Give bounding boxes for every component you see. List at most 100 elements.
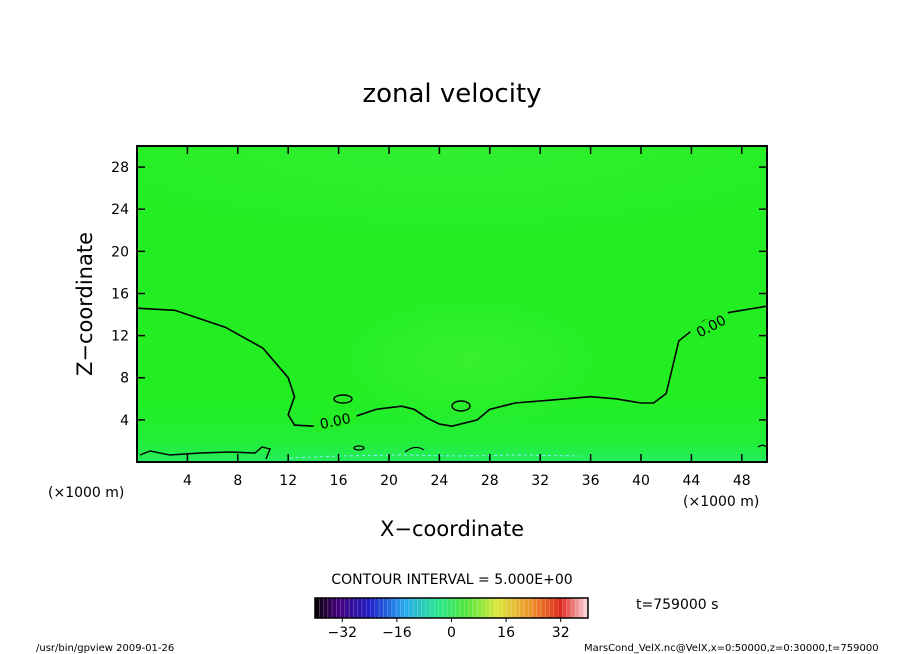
- colorbar-cell: [323, 598, 329, 618]
- colorbar-ticks: −32 −16 0 16 32: [328, 618, 570, 641]
- y-tick-label: 12: [111, 329, 129, 345]
- contour-lines: [137, 305, 767, 460]
- colorbar-cell: [502, 598, 508, 618]
- colorbar-cell: [472, 598, 478, 618]
- x-axis: 4 8 12 16 20 24 28 32 36 40 44 48: [183, 146, 751, 489]
- x-tick-label: 20: [380, 473, 398, 489]
- x-tick-label: 32: [531, 473, 549, 489]
- colorbar-cell: [524, 598, 529, 618]
- colorbar-cell: [451, 598, 457, 618]
- colorbar-cell: [332, 598, 337, 618]
- colorbar-cell: [327, 598, 333, 618]
- contour-loop: [451, 400, 471, 412]
- colorbar-cell: [396, 598, 401, 618]
- colorbar-cell: [511, 598, 517, 618]
- y-tick-label: 28: [111, 160, 129, 176]
- colorbar-cell: [438, 598, 444, 618]
- colorbar-cell: [460, 598, 465, 618]
- colorbar-tick-label: −16: [382, 625, 412, 641]
- colorbar-cell: [430, 598, 436, 618]
- colorbar-cell: [562, 598, 568, 618]
- colorbar-cell: [353, 598, 359, 618]
- colorbar-cell: [336, 598, 342, 618]
- colorbar-cell: [434, 598, 440, 618]
- x-tick-label: 40: [632, 473, 650, 489]
- colorbar-cell: [378, 598, 384, 618]
- colorbar-cell: [485, 598, 491, 618]
- contour-near-surface: [404, 446, 425, 453]
- colorbar-cell: [575, 598, 581, 618]
- colorbar-cell: [425, 598, 431, 618]
- contour-loop: [353, 445, 365, 451]
- x-axis-label: X−coordinate: [380, 517, 524, 541]
- colorbar-cell: [468, 598, 474, 618]
- colorbar-cell: [421, 598, 427, 618]
- x-tick-label: 48: [733, 473, 751, 489]
- colorbar-tick-label: 32: [552, 625, 570, 641]
- colorbar-cell: [579, 598, 585, 618]
- colorbar-cell: [532, 598, 538, 618]
- colorbar-cell: [374, 598, 380, 618]
- zero-contour-line: [137, 305, 767, 428]
- colorbar-cell: [361, 598, 367, 618]
- plot-frame: [136, 145, 768, 463]
- colorbar-cell: [558, 598, 564, 618]
- colorbar-cell: [319, 598, 325, 618]
- colorbar-cell: [570, 598, 576, 618]
- x-tick-label: 16: [330, 473, 348, 489]
- footer-right: MarsCond_VelX.nc@VelX,x=0:50000,z=0:3000…: [584, 643, 879, 654]
- colorbar-cell: [528, 598, 534, 618]
- colorbar-cell: [340, 598, 346, 618]
- contour-dashed: [289, 454, 581, 459]
- y-tick-label: 24: [111, 202, 129, 218]
- colorbar-cell: [366, 598, 372, 618]
- colorbar-cell: [481, 598, 487, 618]
- colorbar-cell: [477, 598, 482, 618]
- colorbar-cell: [391, 598, 397, 618]
- colorbar-cell: [413, 598, 418, 618]
- colorbar-cell: [344, 598, 350, 618]
- colorbar-tick-label: 16: [497, 625, 515, 641]
- colorbar-cell: [400, 598, 406, 618]
- colorbar-tick-label: −32: [328, 625, 358, 641]
- y-tick-label: 4: [120, 413, 129, 429]
- colorbar-cell: [515, 598, 521, 618]
- colorbar-cell: [404, 598, 410, 618]
- colorbar-cell: [315, 598, 320, 618]
- y-tick-label: 8: [120, 371, 129, 387]
- colorbar-cell: [370, 598, 376, 618]
- y-axis-label: Z−coordinate: [73, 232, 97, 376]
- colorbar-cell: [464, 598, 470, 618]
- colorbar-cell: [489, 598, 495, 618]
- x-tick-label: 12: [279, 473, 297, 489]
- colorbar-cell: [357, 598, 363, 618]
- colorbar-cell: [553, 598, 559, 618]
- contour-near-surface: [139, 446, 271, 460]
- colorbar-cell: [583, 598, 589, 618]
- colorbar-cell: [549, 598, 555, 618]
- chart-title: zonal velocity: [362, 79, 541, 109]
- colorbar-cell: [442, 598, 448, 618]
- colorbar-cell: [455, 598, 461, 618]
- contour-interval-text: CONTOUR INTERVAL = 5.000E+00: [331, 572, 572, 588]
- colorbar-cell: [536, 598, 542, 618]
- x-tick-label: 8: [233, 473, 242, 489]
- x-tick-label: 28: [481, 473, 499, 489]
- x-tick-label: 36: [582, 473, 600, 489]
- x-unit-label-right: (×1000 m): [683, 494, 759, 510]
- contour-label-low: 0.00: [319, 411, 353, 433]
- x-unit-label-left: (×1000 m): [48, 485, 124, 501]
- colorbar-cell: [566, 598, 572, 618]
- footer-left: /usr/bin/gpview 2009-01-26: [36, 643, 174, 654]
- heatmap-field: [137, 146, 767, 462]
- time-label: t=759000 s: [636, 597, 718, 613]
- colorbar-cell: [506, 598, 512, 618]
- colorbar-cell: [387, 598, 393, 618]
- x-tick-label: 4: [183, 473, 192, 489]
- colorbar-cell: [349, 598, 354, 618]
- colorbar-cell: [408, 598, 414, 618]
- colorbar-cell: [545, 598, 551, 618]
- colorbar-cell: [541, 598, 546, 618]
- colorbar-cell: [494, 598, 500, 618]
